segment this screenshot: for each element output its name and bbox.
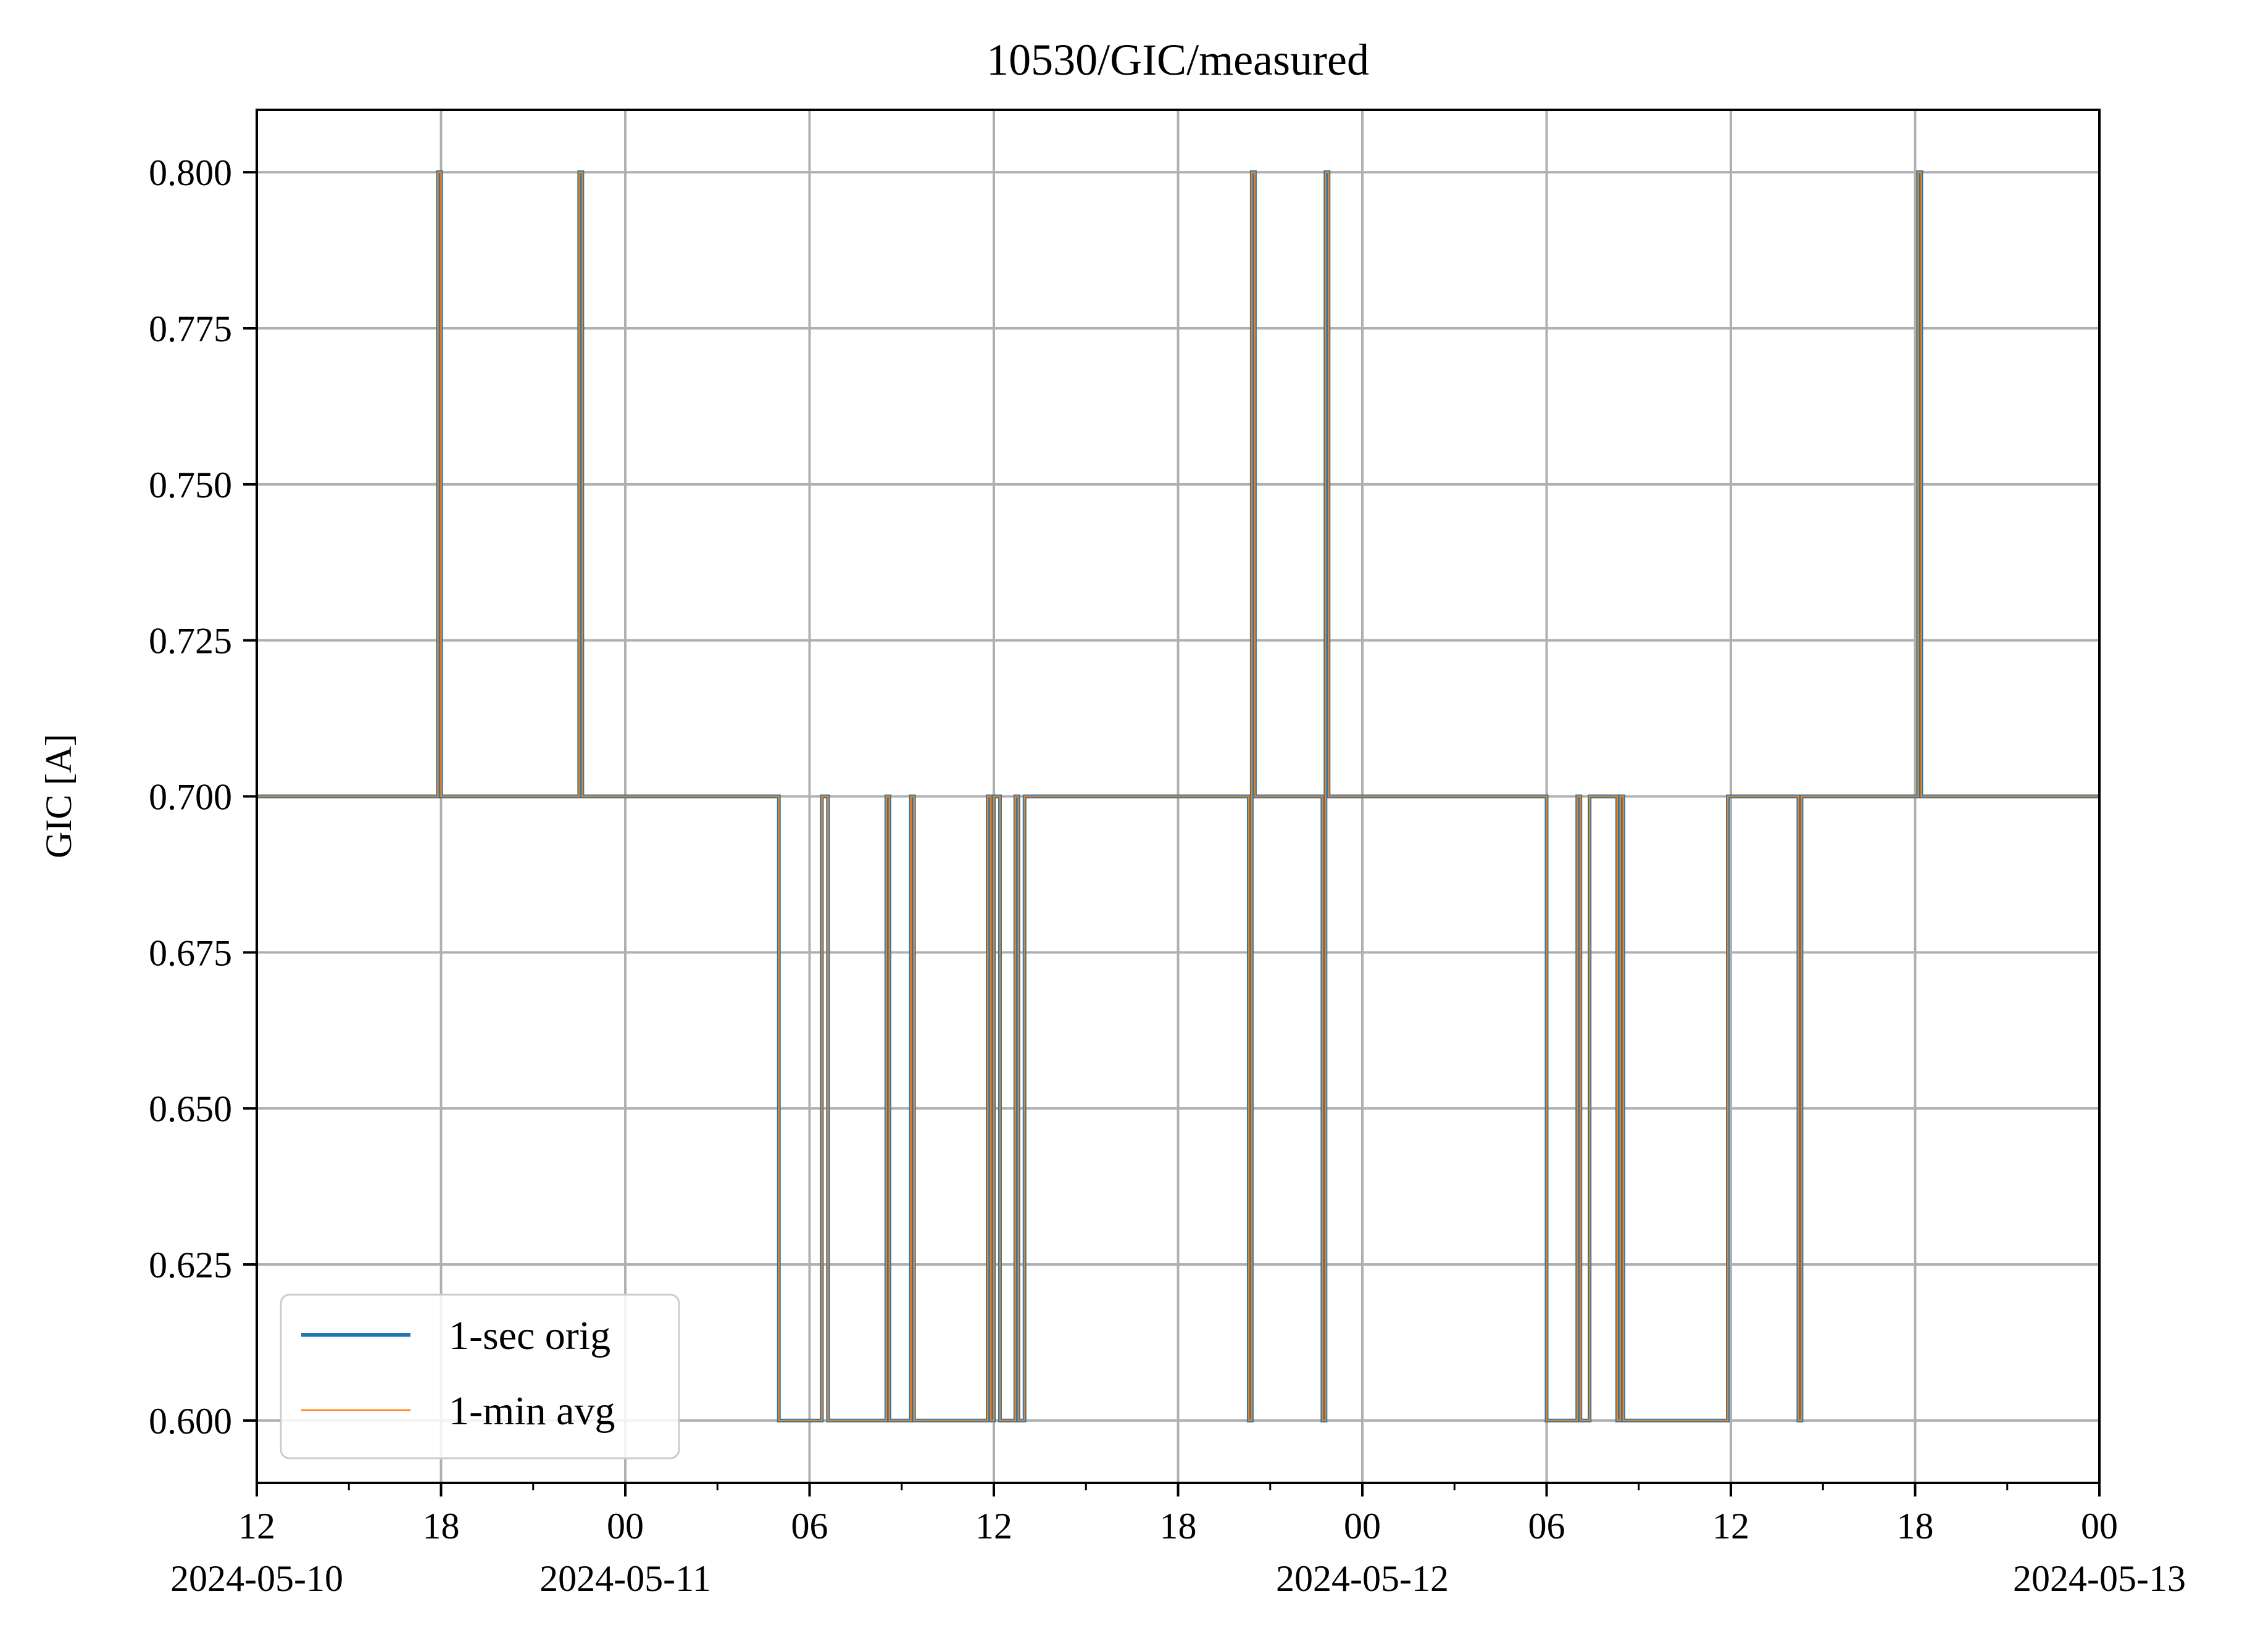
x-tick-label: 18 (423, 1506, 460, 1546)
x-tick-label: 06 (791, 1506, 828, 1546)
x-date-label: 2024-05-12 (1276, 1558, 1449, 1599)
x-tick-label: 18 (1897, 1506, 1934, 1546)
legend: 1-sec orig 1-min avg (280, 1293, 680, 1459)
x-tick-label: 18 (1160, 1506, 1197, 1546)
x-date-label: 2024-05-13 (2013, 1558, 2186, 1599)
x-tick-label: 12 (238, 1506, 275, 1546)
x-tick-label: 06 (1528, 1506, 1565, 1546)
y-tick-label: 0.675 (149, 932, 232, 973)
data-series (257, 170, 2099, 1422)
y-tick-label: 0.750 (149, 465, 232, 505)
x-axis-ticks: 12 2024-05-10 18 00 2024-05-11 06 12 18 00 2024-0… (170, 1483, 2186, 1599)
x-tick-label: 12 (975, 1506, 1012, 1546)
y-tick-label: 0.800 (149, 152, 232, 193)
x-date-label: 2024-05-11 (540, 1558, 711, 1599)
x-tick-label: 00 (607, 1506, 644, 1546)
y-tick-label: 0.650 (149, 1089, 232, 1129)
series-line-1-min-avg (257, 171, 2099, 1422)
y-axis-ticks: 0.600 0.625 0.650 0.675 0.700 0.725 0.750 0.775… (149, 152, 257, 1442)
legend-label-1-min-avg: 1-min avg (449, 1388, 615, 1434)
y-tick-label: 0.600 (149, 1401, 232, 1442)
y-tick-label: 0.625 (149, 1245, 232, 1285)
x-tick-label: 00 (1344, 1506, 1381, 1546)
x-tick-label: 12 (1712, 1506, 1749, 1546)
x-tick-label: 00 (2081, 1506, 2118, 1546)
y-tick-label: 0.775 (149, 309, 232, 349)
legend-label-1-sec-orig: 1-sec orig (449, 1313, 610, 1358)
y-axis-label: GIC [A] (38, 734, 79, 858)
y-tick-label: 0.725 (149, 621, 232, 662)
chart-title: 10530/GIC/measured (986, 35, 1369, 85)
x-date-label: 2024-05-10 (170, 1558, 343, 1599)
y-tick-label: 0.700 (149, 777, 232, 818)
